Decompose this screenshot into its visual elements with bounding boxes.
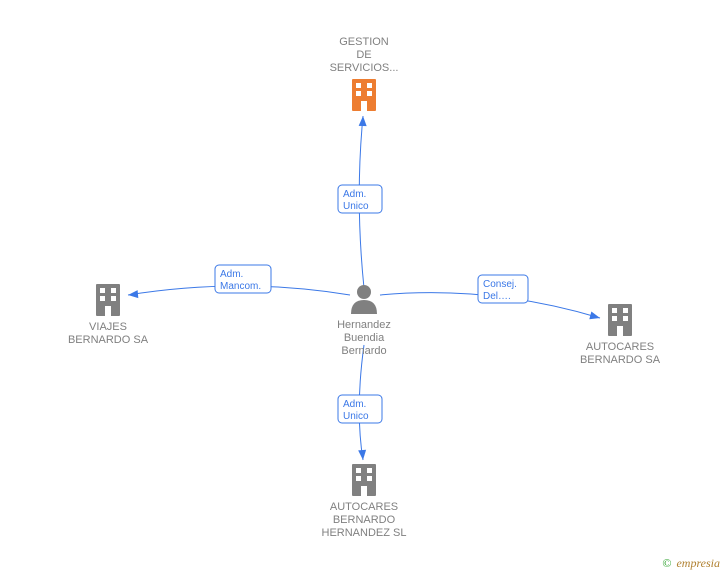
center-label-line: Bernardo [341,345,386,357]
company-label-line: BERNARDO SA [580,354,661,366]
copyright-symbol: © [662,556,671,570]
relationship-diagram: Adm.UnicoAdm.UnicoAdm.Mancom.Consej.Del…… [0,0,728,575]
svg-text:Adm.: Adm. [220,269,243,280]
edge-arrow-top [359,116,367,126]
building-icon [352,79,376,111]
company-node-top[interactable]: GESTIONDESERVICIOS... [330,36,399,111]
edge-arrow-right [589,312,601,322]
center-label-line: Hernandez [337,319,391,331]
center-person-node[interactable]: HernandezBuendiaBernardo [337,285,391,357]
building-icon [96,284,120,316]
person-icon [351,285,377,314]
company-label-line: VIAJES [89,321,127,333]
svg-text:Unico: Unico [343,201,369,212]
company-label-line: GESTION [339,36,389,48]
building-icon [608,304,632,336]
svg-text:Adm.: Adm. [343,189,366,200]
edge-arrow-bottom [358,450,367,461]
company-label-line: BERNARDO [333,514,396,526]
building-icon [352,464,376,496]
edge-arrow-left [128,290,139,299]
company-label-line: AUTOCARES [586,341,654,353]
company-label-line: BERNARDO SA [68,334,149,346]
company-label-line: AUTOCARES [330,501,398,513]
edge-label-bottom: Adm.Unico [338,395,382,423]
watermark-text: empresia [676,556,720,570]
svg-text:Adm.: Adm. [343,399,366,410]
company-label-line: HERNANDEZ SL [322,527,407,539]
svg-text:Consej.: Consej. [483,279,517,290]
edge-label-top: Adm.Unico [338,185,382,213]
svg-text:Del….: Del…. [483,291,511,302]
company-label-line: SERVICIOS... [330,62,399,74]
company-node-bottom[interactable]: AUTOCARESBERNARDOHERNANDEZ SL [322,464,407,539]
svg-text:Mancom.: Mancom. [220,281,261,292]
watermark: © empresia [662,556,720,571]
edge-label-left: Adm.Mancom. [215,265,271,293]
edge-label-right: Consej.Del…. [478,275,528,303]
center-label-line: Buendia [344,332,385,344]
company-label-line: DE [356,49,371,61]
svg-text:Unico: Unico [343,411,369,422]
